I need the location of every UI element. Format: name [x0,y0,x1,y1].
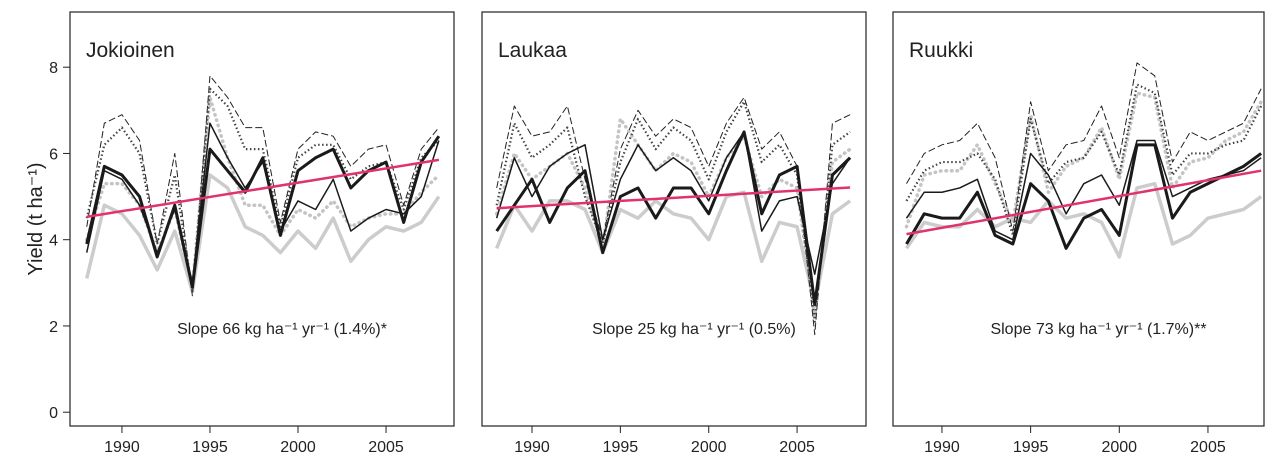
slope-annotation: Slope 25 kg ha⁻¹ yr⁻¹ (0.5%) [592,321,796,338]
panel-frame [892,11,1265,427]
series-line [905,181,1263,259]
slope-annotation: Slope 73 kg ha⁻¹ yr⁻¹ (1.7%)** [990,321,1206,338]
panel-title: Ruukki [909,39,973,62]
series-line [85,87,440,293]
series-line [85,122,440,284]
trend-line [86,158,440,219]
x-tick-label: 1995 [1013,439,1049,456]
panel-title: Laukaa [498,39,567,62]
series-line [905,83,1263,237]
y-tick-label: 4 [49,233,58,250]
x-tick-label: 2000 [280,439,316,456]
x-tick-label: 2000 [1101,439,1137,456]
series-line [495,190,852,307]
series-line [905,143,1263,250]
series-line [906,62,1262,232]
y-axis-label: Yield (t ha⁻¹) [25,162,47,275]
x-tick-label: 1995 [192,439,228,456]
panel-frame [69,11,455,427]
trend-line [906,169,1262,236]
y-tick-label: 8 [49,60,58,77]
series-line [494,117,852,320]
series-line [495,130,852,306]
series-line [85,135,441,289]
x-tick-label: 2005 [1190,439,1226,456]
x-tick-label: 1990 [924,439,960,456]
x-tick-label: 2005 [779,439,815,456]
x-tick-label: 1995 [603,439,639,456]
series-line [85,173,441,294]
x-tick-label: 1990 [104,439,140,456]
series-line [495,100,851,323]
y-tick-label: 0 [49,405,58,422]
panel-title: Jokioinen [86,39,175,62]
series-line [496,96,851,336]
series-line [86,75,440,297]
series-line [904,91,1263,229]
x-tick-label: 2005 [368,439,404,456]
series-line [495,131,851,275]
y-tick-label: 6 [49,146,58,163]
x-tick-label: 1990 [514,439,550,456]
series-line [84,95,441,289]
y-tick-label: 2 [49,319,58,336]
trend-line [496,186,851,210]
panel-frame [481,11,867,427]
x-tick-label: 2000 [691,439,727,456]
slope-annotation: Slope 66 kg ha⁻¹ yr⁻¹ (1.4%)* [177,321,387,338]
